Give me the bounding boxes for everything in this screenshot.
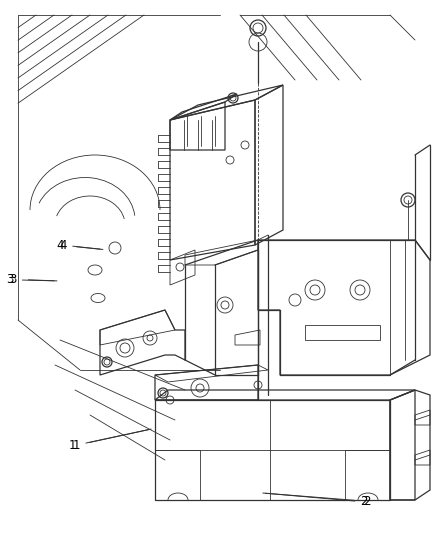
Text: 4: 4 <box>56 239 64 252</box>
Text: 3: 3 <box>6 273 13 286</box>
Text: 2: 2 <box>265 493 367 507</box>
Text: 1: 1 <box>69 439 77 451</box>
Text: 2: 2 <box>364 495 371 507</box>
Text: 1: 1 <box>73 430 148 451</box>
Text: 4: 4 <box>60 239 100 252</box>
Text: 3: 3 <box>10 273 54 286</box>
